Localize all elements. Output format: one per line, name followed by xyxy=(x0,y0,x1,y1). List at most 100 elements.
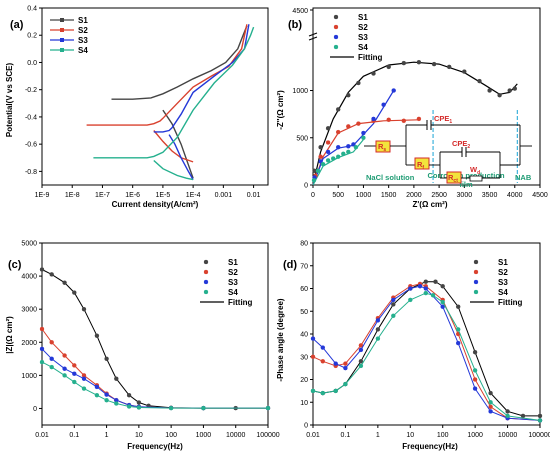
panel-b-x-tick-label: 3000 xyxy=(457,192,473,199)
panel-d-y-tick-label: 30 xyxy=(300,354,308,361)
panel-d-point-s1 xyxy=(423,279,428,284)
panel-d-y-tick-label: 80 xyxy=(300,241,308,248)
panel-c-fit-line-s4 xyxy=(41,361,268,409)
panel-b-legend-marker-s2 xyxy=(333,24,339,30)
panel-c-point-s3 xyxy=(49,356,54,361)
panel-a-y-tick-label: 0.2 xyxy=(27,33,37,40)
panel-d-x-tick-label: 100000 xyxy=(528,432,550,439)
panel-d-fit-line-s3 xyxy=(312,285,541,421)
panel-b-point-s3 xyxy=(371,116,376,122)
panel-c-point-s4 xyxy=(265,405,271,411)
panel-b-point-s2 xyxy=(325,140,331,145)
panel-c-point-s4 xyxy=(126,404,132,409)
panel-b-axis-break-mark xyxy=(308,32,318,37)
panel-a-legend-label-s4: S4 xyxy=(78,46,88,55)
panel-a-x-tick-label: 0.01 xyxy=(247,192,261,199)
panel-a-y-tick-label: 0.4 xyxy=(27,6,37,13)
panel-b-x-tick-label: 2000 xyxy=(406,192,422,199)
panel-b-region-label-corrosion: Corrosion production xyxy=(427,171,504,180)
panel-c-x-tick-label: 10 xyxy=(135,432,143,439)
panel-c-legend-label-s4: S4 xyxy=(228,288,238,297)
panel-c-point-s1 xyxy=(126,393,132,398)
panel-d-point-s1 xyxy=(456,304,461,309)
panel-d-point-s1 xyxy=(391,302,396,307)
panel-b-x-tick-label: 3500 xyxy=(482,192,498,199)
panel-b-y-tick-label: 1000 xyxy=(292,88,308,95)
panel-c-point-s3 xyxy=(104,392,109,397)
panel-d-point-s4 xyxy=(537,418,543,423)
panel-d-point-s4 xyxy=(488,400,493,405)
panel-c-legend-label-s2: S2 xyxy=(228,268,238,277)
panel-b-y-axis-label: -Z''(Ω cm²) xyxy=(276,90,285,130)
panel-b-point-s1 xyxy=(431,61,437,67)
panel-d-legend-marker-s2 xyxy=(473,269,479,275)
panel-c-y-tick-label: 5000 xyxy=(21,241,37,248)
panel-d-x-tick-label: 0.1 xyxy=(341,432,351,439)
panel-a-legend-label-s2: S2 xyxy=(78,26,88,35)
panel-a-legend-label-s3: S3 xyxy=(78,36,88,45)
panel-c-x-tick-label: 10000 xyxy=(226,432,246,439)
panel-a-cathodic-line-s4 xyxy=(153,159,194,181)
panel-b-point-s4 xyxy=(346,149,351,155)
panel-b-point-s4 xyxy=(325,158,331,163)
panel-d-point-s4 xyxy=(343,381,348,387)
panel-b-y-tick-label-top: 4500 xyxy=(292,8,308,15)
panel-c-legend-label-fitting: Fitting xyxy=(228,298,253,307)
panel-c-point-s4 xyxy=(81,386,87,391)
panel-b-axis-break-mark xyxy=(308,36,318,41)
panel-b-point-s3 xyxy=(325,149,331,155)
panel-b-point-s4 xyxy=(353,144,359,150)
panel-d-point-s1 xyxy=(433,279,438,284)
panel-b-point-s3 xyxy=(346,144,351,149)
panel-d-point-s4 xyxy=(375,336,381,341)
panel-d-point-s3 xyxy=(423,286,428,291)
panel-c-legend-marker-s3 xyxy=(203,279,209,285)
panel-b-y-tick-label: 500 xyxy=(296,135,308,142)
panel-b-point-s2 xyxy=(401,118,406,124)
panel-c-point-s3 xyxy=(62,366,67,371)
panel-d-x-tick-label: 10 xyxy=(406,432,414,439)
panel-a-plot-frame xyxy=(41,7,269,186)
panel-c-point-s1 xyxy=(104,356,109,361)
panel-b-wd-label-subscript: d xyxy=(477,170,480,176)
panel-c-y-tick-label: 1000 xyxy=(21,373,37,380)
panel-d-legend-label-s1: S1 xyxy=(498,258,508,267)
panel-b-point-s1 xyxy=(386,64,391,70)
panel-d-point-s3 xyxy=(472,386,478,391)
panel-d-point-s4 xyxy=(320,390,325,396)
panel-b-point-s1 xyxy=(487,88,492,93)
panel-d-point-s1 xyxy=(472,350,478,355)
panel-d-point-s4 xyxy=(408,297,413,303)
panel-b-rs-label-subscript: s xyxy=(383,147,386,153)
panel-b-point-s2 xyxy=(416,116,422,122)
panel-d-y-tick-label: 10 xyxy=(300,400,308,407)
panel-b-point-s1 xyxy=(462,69,467,74)
panel-c-point-s2 xyxy=(72,363,77,368)
panel-c-point-s1 xyxy=(136,400,142,405)
panel-a-x-tick-label: 1E-4 xyxy=(186,192,201,199)
panel-d-point-s1 xyxy=(375,327,381,332)
panel-a-anodic-line-s1 xyxy=(111,25,248,100)
panel-c-point-s1 xyxy=(62,280,67,285)
panel-c-y-tick-label: 4000 xyxy=(21,274,37,281)
panel-d-legend-label-fitting: Fitting xyxy=(498,298,523,307)
panel-a-legend-marker-s1 xyxy=(60,18,64,22)
panel-d-y-tick-label: 60 xyxy=(300,286,308,293)
panel-b-point-s1 xyxy=(346,92,351,98)
panel-b-legend-marker-s4 xyxy=(333,44,339,50)
panel-b-point-s3 xyxy=(361,130,366,136)
panel-d-point-s4 xyxy=(310,388,316,394)
panel-c-x-tick-label: 100000 xyxy=(256,432,279,439)
panel-a: (a) 1E-9 1E-8 1E-7 1E-6 1E-5 1E-4 0.001 0.01 0.4 0… xyxy=(5,6,269,209)
panel-c-point-s4 xyxy=(168,405,174,411)
panel-c-point-s4 xyxy=(49,364,54,370)
panel-c-point-s1 xyxy=(39,267,45,272)
panel-b-cpe2-label-subscript: 2 xyxy=(467,144,470,150)
panel-b-point-s2 xyxy=(356,121,361,126)
panel-b-point-s1 xyxy=(512,86,517,91)
panel-b-rs-label: Rs xyxy=(378,142,386,153)
panel-a-x-tick-label: 1E-5 xyxy=(156,192,171,199)
panel-b-legend-marker-s1 xyxy=(333,14,339,20)
panel-c-label: (c) xyxy=(8,259,22,271)
